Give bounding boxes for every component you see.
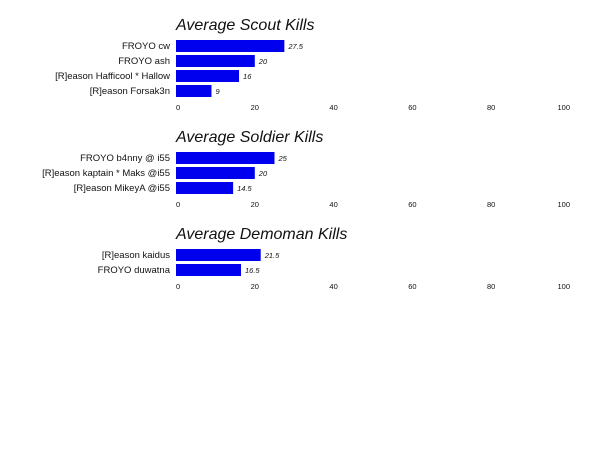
data-label: 27.5 <box>287 42 303 51</box>
bar <box>176 55 255 67</box>
category-label: FROYO ash <box>118 56 170 67</box>
x-tick-label: 80 <box>487 200 495 209</box>
x-tick-label: 20 <box>251 103 259 112</box>
chart-title: Average Demoman Kills <box>175 226 347 243</box>
x-tick-label: 80 <box>487 103 495 112</box>
category-label: [R]eason kaptain * Maks @i55 <box>42 168 170 179</box>
chart-title: Average Soldier Kills <box>175 129 323 146</box>
x-tick-label: 0 <box>176 200 180 209</box>
category-label: FROYO b4nny @ i55 <box>80 153 170 164</box>
data-label: 25 <box>278 154 288 163</box>
bar <box>176 85 212 97</box>
x-tick-label: 60 <box>408 103 416 112</box>
chart-title: Average Scout Kills <box>175 17 314 34</box>
x-tick-label: 60 <box>408 200 416 209</box>
x-tick-label: 100 <box>557 282 570 291</box>
x-tick-label: 100 <box>557 200 570 209</box>
x-tick-label: 40 <box>329 200 337 209</box>
bar <box>176 249 261 261</box>
x-tick-label: 0 <box>176 103 180 112</box>
x-tick-label: 40 <box>329 282 337 291</box>
data-label: 20 <box>258 169 268 178</box>
x-tick-label: 60 <box>408 282 416 291</box>
category-label: FROYO duwatna <box>98 265 171 276</box>
x-tick-label: 0 <box>176 282 180 291</box>
x-tick-label: 100 <box>557 103 570 112</box>
category-label: FROYO cw <box>122 41 170 52</box>
category-label: [R]eason kaidus <box>102 250 170 261</box>
bar <box>176 152 275 164</box>
bar <box>176 182 234 194</box>
data-label: 9 <box>215 87 220 96</box>
category-label: [R]eason Forsak3n <box>90 86 170 97</box>
bar <box>176 264 242 276</box>
data-label: 16 <box>243 72 252 81</box>
category-label: [R]eason Hafficool * Hallow <box>55 71 170 82</box>
x-tick-label: 80 <box>487 282 495 291</box>
category-label: [R]eason MikeyA @i55 <box>74 183 170 194</box>
bar <box>176 70 240 82</box>
bar <box>176 167 255 179</box>
x-tick-label: 40 <box>329 103 337 112</box>
data-label: 21.5 <box>264 251 280 260</box>
data-label: 20 <box>258 57 268 66</box>
data-label: 16.5 <box>245 266 260 275</box>
data-label: 14.5 <box>237 184 252 193</box>
x-tick-label: 20 <box>251 200 259 209</box>
bar <box>176 40 285 52</box>
x-tick-label: 20 <box>251 282 259 291</box>
